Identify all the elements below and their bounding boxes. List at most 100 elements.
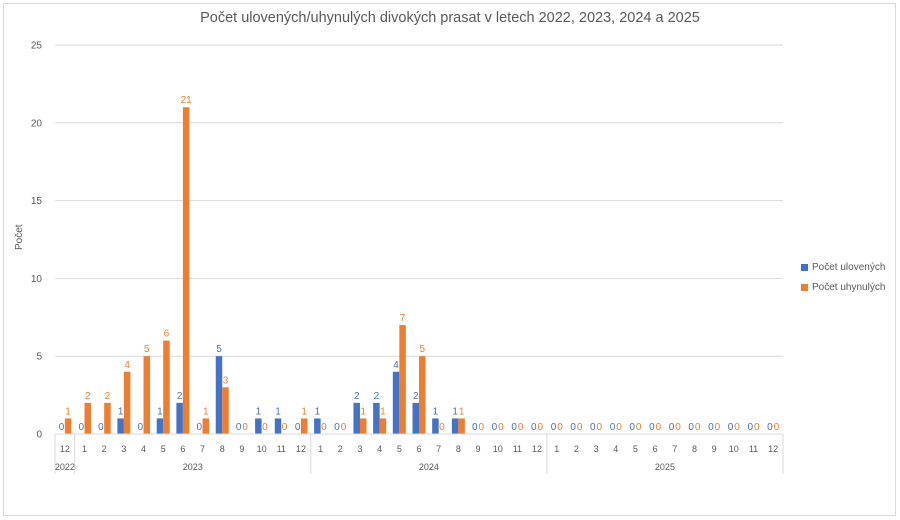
- data-label: 0: [551, 422, 557, 433]
- bar: [373, 402, 380, 434]
- data-label: 2: [374, 391, 380, 402]
- x-tick-label: 2: [574, 444, 579, 454]
- data-label: 0: [492, 422, 498, 433]
- legend-item-uhynuly: Počet uhynulých: [801, 277, 885, 297]
- data-label: 0: [597, 422, 603, 433]
- bar: [419, 356, 426, 434]
- data-label: 0: [531, 422, 537, 433]
- data-label: 5: [419, 344, 425, 355]
- data-label: 0: [649, 422, 655, 433]
- x-tick-label: 7: [672, 444, 677, 454]
- x-tick-label: 7: [436, 444, 441, 454]
- x-tick-label: 2: [102, 444, 107, 454]
- x-tick-label: 4: [613, 444, 618, 454]
- bar: [432, 418, 439, 434]
- data-label: 0: [669, 422, 675, 433]
- legend: Počet ulovených Počet uhynulých: [801, 257, 885, 297]
- data-label: 0: [138, 422, 144, 433]
- bar: [451, 418, 459, 434]
- legend-item-uloveny: Počet ulovených: [801, 257, 885, 277]
- data-label: 1: [452, 406, 458, 417]
- data-label: 4: [124, 360, 130, 371]
- data-label: 1: [65, 406, 71, 417]
- y-tick-label: 10: [31, 274, 43, 285]
- bar: [412, 402, 419, 434]
- x-tick-label: 8: [692, 444, 697, 454]
- x-tick-label: 1: [554, 444, 559, 454]
- data-label: 0: [341, 422, 347, 433]
- x-tick-label: 11: [277, 444, 286, 454]
- bar: [255, 418, 262, 434]
- data-label: 0: [78, 422, 84, 433]
- data-label: 1: [360, 406, 366, 417]
- legend-label: Počet ulovených: [812, 261, 886, 273]
- data-label: 1: [315, 406, 321, 417]
- data-label: 0: [511, 422, 517, 433]
- x-tick-label: 11: [749, 444, 758, 454]
- data-label: 7: [400, 313, 406, 324]
- chart-frame: [3, 3, 896, 516]
- bar: [379, 418, 387, 434]
- x-tick-label: 10: [493, 444, 503, 454]
- data-label: 6: [164, 329, 170, 340]
- bar: [300, 418, 308, 434]
- bar: [274, 418, 282, 434]
- bar: [222, 387, 229, 434]
- x-tick-label: 8: [456, 444, 461, 454]
- data-label: 2: [413, 391, 419, 402]
- bar: [353, 402, 360, 434]
- data-label: 0: [262, 422, 268, 433]
- bar: [458, 418, 465, 434]
- x-tick-label: 12: [60, 444, 70, 454]
- data-label: 3: [223, 375, 229, 386]
- data-label: 0: [774, 422, 780, 433]
- x-tick-label: 10: [257, 444, 267, 454]
- x-tick-label: 9: [712, 444, 717, 454]
- data-label: 0: [478, 422, 484, 433]
- x-tick-label: 1: [318, 444, 323, 454]
- data-label: 0: [675, 422, 681, 433]
- data-label: 0: [282, 422, 288, 433]
- data-label: 0: [538, 422, 544, 433]
- x-tick-label: 4: [141, 444, 146, 454]
- data-label: 21: [181, 95, 193, 106]
- year-label: 2023: [183, 462, 203, 472]
- bar: [104, 402, 111, 434]
- x-tick-label: 5: [633, 444, 638, 454]
- legend-swatch-blue: [801, 263, 808, 271]
- bar: [182, 107, 190, 435]
- bar: [176, 402, 183, 434]
- data-label: 0: [197, 422, 203, 433]
- data-label: 0: [242, 422, 248, 433]
- x-tick-label: 5: [161, 444, 166, 454]
- data-label: 0: [734, 422, 740, 433]
- data-label: 0: [570, 422, 576, 433]
- x-tick-label: 12: [768, 444, 778, 454]
- x-tick-label: 1: [82, 444, 87, 454]
- data-label: 0: [656, 422, 662, 433]
- x-tick-label: 8: [220, 444, 225, 454]
- x-tick-label: 5: [397, 444, 402, 454]
- chart-title: Počet ulovených/uhynulých divokých prasa…: [200, 10, 700, 26]
- data-label: 0: [708, 422, 714, 433]
- x-tick-label: 3: [594, 444, 599, 454]
- data-label: 0: [610, 422, 616, 433]
- year-label: 2022: [55, 462, 75, 472]
- data-label: 0: [577, 422, 583, 433]
- x-tick-label: 7: [200, 444, 205, 454]
- bar: [117, 418, 124, 434]
- data-label: 0: [439, 422, 445, 433]
- bar: [64, 418, 72, 434]
- bar: [202, 418, 210, 434]
- data-label: 0: [334, 422, 340, 433]
- data-label: 0: [616, 422, 622, 433]
- data-label: 0: [636, 422, 642, 433]
- x-tick-label: 3: [121, 444, 126, 454]
- data-label: 0: [629, 422, 635, 433]
- data-label: 0: [295, 422, 301, 433]
- data-label: 0: [695, 422, 701, 433]
- y-tick-label: 15: [31, 196, 43, 207]
- data-label: 0: [747, 422, 753, 433]
- x-tick-label: 10: [729, 444, 739, 454]
